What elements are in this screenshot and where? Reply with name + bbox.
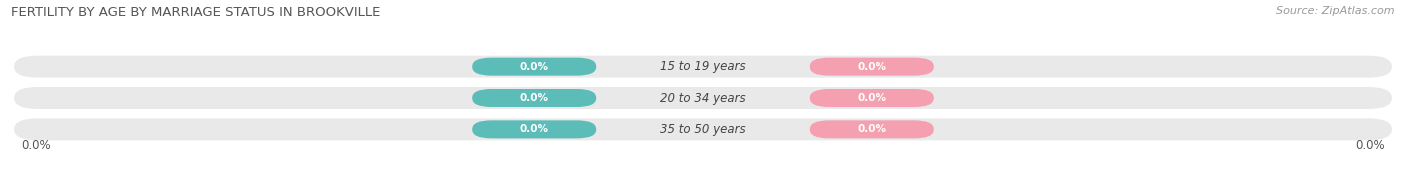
Text: 0.0%: 0.0% xyxy=(520,93,548,103)
Text: 15 to 19 years: 15 to 19 years xyxy=(661,60,745,73)
FancyBboxPatch shape xyxy=(472,58,596,76)
FancyBboxPatch shape xyxy=(14,87,1392,109)
Text: 0.0%: 0.0% xyxy=(21,139,51,152)
Text: 20 to 34 years: 20 to 34 years xyxy=(661,92,745,104)
Text: 0.0%: 0.0% xyxy=(1355,139,1385,152)
FancyBboxPatch shape xyxy=(14,118,1392,140)
Text: 0.0%: 0.0% xyxy=(520,124,548,134)
FancyBboxPatch shape xyxy=(14,56,1392,78)
Text: 0.0%: 0.0% xyxy=(858,93,886,103)
FancyBboxPatch shape xyxy=(810,58,934,76)
FancyBboxPatch shape xyxy=(810,89,934,107)
Text: 0.0%: 0.0% xyxy=(858,124,886,134)
FancyBboxPatch shape xyxy=(810,120,934,138)
Text: 0.0%: 0.0% xyxy=(858,62,886,72)
Text: 35 to 50 years: 35 to 50 years xyxy=(661,123,745,136)
FancyBboxPatch shape xyxy=(472,120,596,138)
Text: Source: ZipAtlas.com: Source: ZipAtlas.com xyxy=(1277,6,1395,16)
Text: FERTILITY BY AGE BY MARRIAGE STATUS IN BROOKVILLE: FERTILITY BY AGE BY MARRIAGE STATUS IN B… xyxy=(11,6,381,19)
FancyBboxPatch shape xyxy=(472,89,596,107)
Text: 0.0%: 0.0% xyxy=(520,62,548,72)
